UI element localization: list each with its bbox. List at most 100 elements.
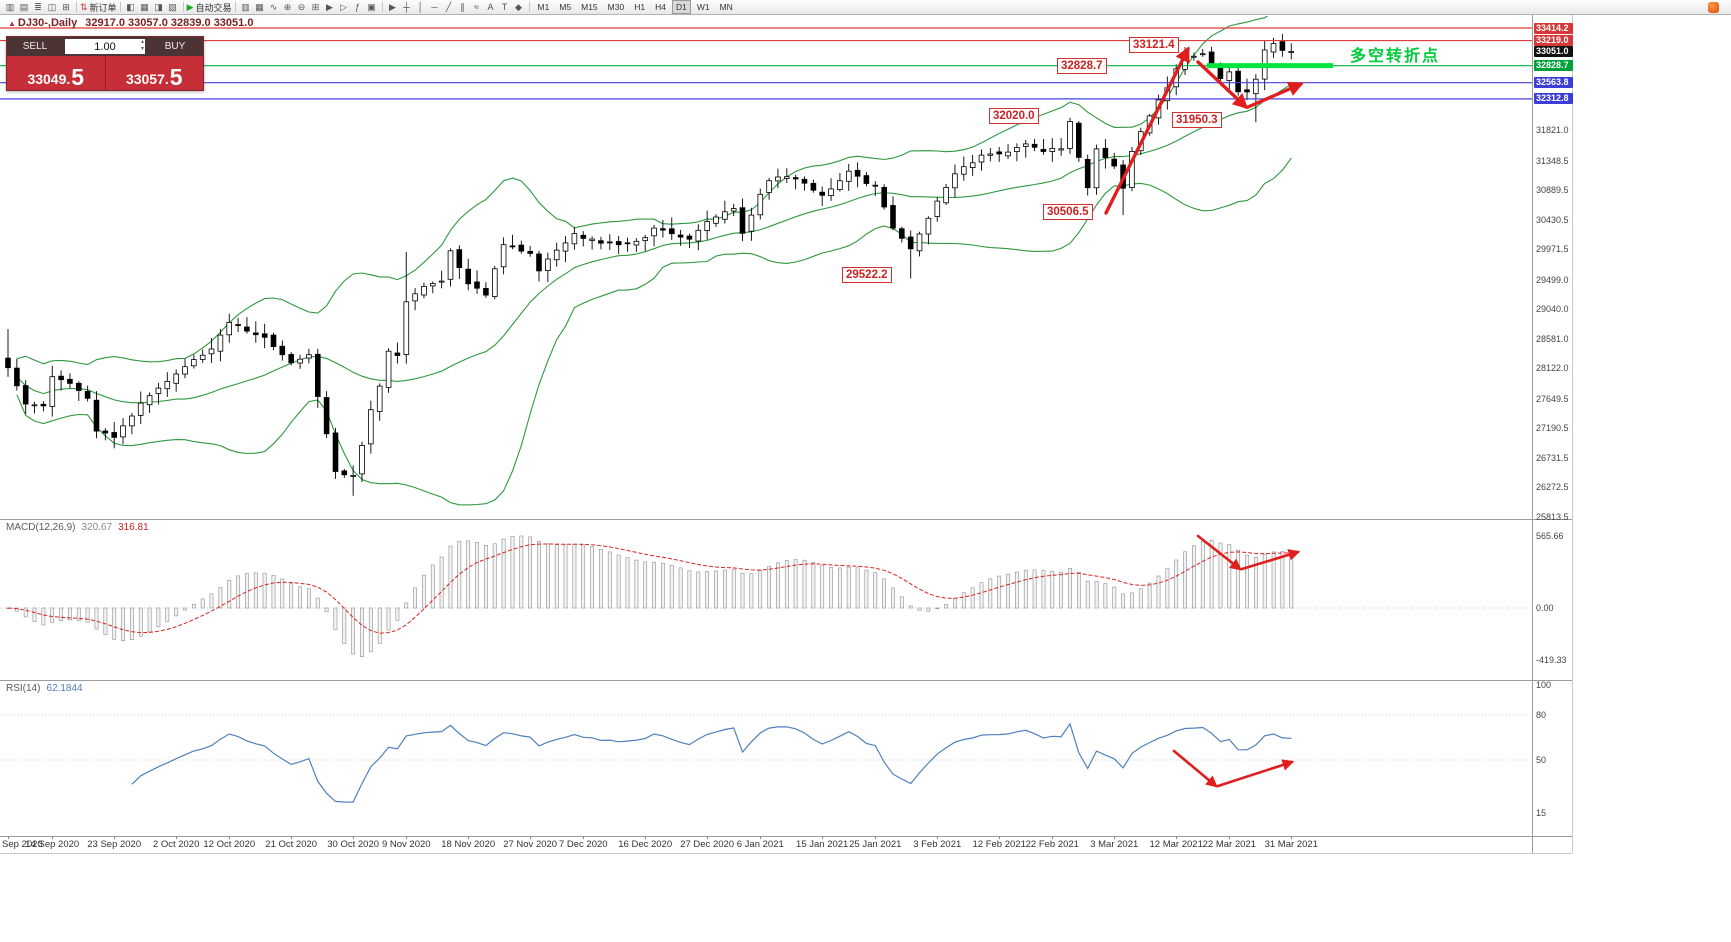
price-scale-label: 31821.0 [1536, 125, 1569, 136]
buy-price-button[interactable]: 33057. 5 [105, 56, 203, 90]
text-icon[interactable]: A [487, 2, 494, 12]
buy-button[interactable]: BUY [164, 41, 186, 52]
price-scale-label: 30889.5 [1536, 185, 1569, 196]
horizontal-line-icon[interactable]: ─ [431, 2, 438, 12]
time-axis-label: 23 Sep 2020 [87, 839, 142, 850]
timeframe-w1[interactable]: W1 [696, 2, 710, 12]
timeframe-mn[interactable]: MN [719, 2, 733, 12]
time-axis-tick [353, 836, 355, 839]
timeframe-h4[interactable]: H4 [655, 2, 666, 12]
timeframe-m1[interactable]: M1 [537, 2, 550, 12]
price-scale-label: 28581.0 [1536, 333, 1569, 344]
symbol-timeframe: DJ30-,Daily [17, 17, 78, 29]
mailbox-icon[interactable]: ▧ [168, 1, 177, 12]
tray-app-icon[interactable] [1708, 2, 1719, 13]
price-annotation[interactable]: 32020.0 [989, 108, 1039, 124]
fibonacci-icon[interactable]: ≈ [474, 2, 479, 12]
market-watch-icon[interactable]: ≣ [34, 1, 42, 12]
time-axis-label: 22 Mar 2021 [1202, 839, 1256, 850]
text-label-icon[interactable]: T [501, 2, 508, 12]
macd-plot [0, 535, 1532, 658]
sell-button[interactable]: SELL [22, 41, 48, 52]
candlestick-chart-icon[interactable]: ▦ [255, 1, 264, 12]
price-annotation[interactable]: 29522.2 [842, 267, 892, 283]
time-axis-tick [1176, 836, 1178, 839]
zoom-out-icon[interactable]: ⊖ [297, 1, 306, 12]
autotrade-button[interactable]: ▶ 自动交易 [186, 1, 232, 13]
price-scale-label: 29040.0 [1536, 304, 1569, 315]
level-price-tag: 32563.8 [1534, 77, 1573, 89]
navigator-icon[interactable]: ⊞ [62, 1, 70, 12]
level-price-tag: 32312.8 [1534, 93, 1573, 105]
timeframe-d1[interactable]: D1 [671, 0, 691, 14]
time-axis-tick [468, 836, 470, 839]
symbol-marker-icon: ▲ [8, 19, 16, 28]
data-window-icon[interactable]: ◫ [47, 1, 57, 12]
time-axis-tick [530, 836, 532, 839]
vertical-line-icon[interactable]: │ [417, 2, 424, 12]
sell-price-button[interactable]: 33049. 5 [7, 56, 106, 90]
time-axis-tick [8, 836, 9, 839]
rsi-indicator-label: RSI(14) 62.1844 [6, 683, 83, 694]
time-axis-tick [1291, 836, 1293, 839]
spinner-up-icon[interactable]: ▴ [140, 39, 144, 45]
auto-scroll-icon[interactable]: ▶ [326, 1, 333, 12]
new-chart-icon[interactable]: ▥ [5, 1, 15, 12]
tile-windows-icon[interactable]: ⊞ [311, 1, 320, 12]
templates-icon[interactable]: ▣ [367, 1, 376, 12]
price-annotation[interactable]: 33121.4 [1129, 37, 1179, 53]
alerts-icon[interactable]: ◨ [154, 1, 163, 12]
bar-chart-icon[interactable]: ▥ [241, 1, 250, 12]
buy-price-pip: 5 [169, 64, 183, 90]
level-price-tag: 33414.2 [1534, 22, 1573, 34]
timeframe-m15[interactable]: M15 [581, 2, 598, 12]
rsi-panel-separator[interactable] [0, 680, 1572, 681]
equidistant-channel-icon[interactable]: ∥ [460, 1, 465, 12]
trend-arrows-macd [1196, 534, 1301, 571]
trade-panel-header: SELL 1.00 ▴ ▾ BUY [7, 37, 203, 56]
timeframe-h1[interactable]: H1 [634, 2, 646, 12]
time-axis-tick [875, 836, 877, 839]
time-axis-label: 12 Feb 2021 [972, 839, 1026, 850]
time-axis-label: 3 Mar 2021 [1090, 839, 1139, 850]
timeframe-m5[interactable]: M5 [559, 2, 572, 12]
spinner-down-icon[interactable]: ▾ [140, 46, 144, 52]
price-annotation[interactable]: 31950.3 [1172, 112, 1222, 128]
arrows-icon[interactable]: ◆ [515, 1, 522, 12]
price-scale-separator [1532, 15, 1533, 853]
bollinger-bands [16, 16, 1292, 506]
profiles-icon[interactable]: ▤ [19, 1, 29, 12]
chinese-note-label[interactable]: 多空转折点 [1350, 48, 1441, 65]
rsi-scale-label: 80 [1536, 710, 1547, 720]
price-annotation[interactable]: 30506.5 [1043, 204, 1093, 220]
time-axis-label: 18 Nov 2020 [441, 839, 496, 850]
new-order-button[interactable]: ⇅ 新订单 [80, 1, 117, 13]
volume-spinner[interactable]: ▴ ▾ [141, 39, 144, 53]
macd-name: MACD(12,26,9) [6, 522, 76, 533]
time-axis-label: 2 Oct 2020 [152, 839, 200, 850]
volume-input[interactable]: 1.00 ▴ ▾ [65, 39, 145, 54]
trendline-icon[interactable]: ╱ [445, 1, 452, 12]
time-axis-label: 12 Oct 2020 [203, 839, 256, 850]
chart-shift-icon[interactable]: ▷ [340, 1, 347, 12]
cursor-icon[interactable]: ▶ [389, 1, 396, 12]
macd-value-1: 320.67 [81, 522, 113, 533]
zoom-in-icon[interactable]: ⊕ [283, 1, 292, 12]
one-click-trade-panel: SELL 1.00 ▴ ▾ BUY 33049. 5 33057. 5 [6, 36, 204, 91]
toolbar-separator [381, 2, 383, 12]
time-axis-label: Sep 2020 [2, 839, 43, 850]
crosshair-icon[interactable]: ┼ [403, 2, 410, 12]
line-chart-icon[interactable]: ∿ [269, 1, 278, 12]
history-center-icon[interactable]: ▦ [140, 1, 149, 12]
indicators-icon[interactable]: ƒ [354, 2, 360, 12]
time-axis-tick [291, 836, 293, 839]
rsi-plot [0, 714, 1532, 803]
macd-panel-separator[interactable] [0, 519, 1572, 520]
time-axis-label: 27 Dec 2020 [680, 839, 735, 850]
price-annotation[interactable]: 32828.7 [1057, 58, 1107, 74]
price-scale-label: 26731.5 [1536, 452, 1569, 463]
time-axis-tick [114, 836, 116, 839]
toolbar-separator [234, 2, 236, 12]
metaeditor-icon[interactable]: ◧ [126, 1, 135, 12]
timeframe-m30[interactable]: M30 [607, 2, 625, 12]
